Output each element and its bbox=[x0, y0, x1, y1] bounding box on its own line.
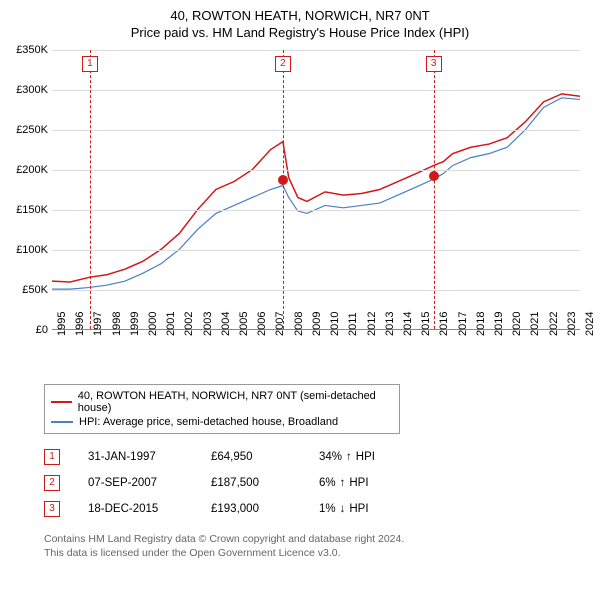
y-axis-label: £0 bbox=[10, 324, 48, 336]
chart-legend: 40, ROWTON HEATH, NORWICH, NR7 0NT (semi… bbox=[44, 384, 400, 434]
legend-label: HPI: Average price, semi-detached house,… bbox=[79, 416, 338, 428]
sale-price: £193,000 bbox=[211, 503, 291, 515]
sale-index-badge: 1 bbox=[44, 449, 60, 465]
legend-swatch bbox=[51, 401, 72, 403]
sale-date: 07-SEP-2007 bbox=[88, 477, 183, 489]
y-axis-label: £100K bbox=[10, 244, 48, 256]
sale-row: 1 31-JAN-1997 £64,950 34%↑HPI bbox=[44, 444, 586, 470]
chart-title-block: 40, ROWTON HEATH, NORWICH, NR7 0NT Price… bbox=[0, 0, 600, 44]
arrow-icon: ↑ bbox=[346, 451, 352, 463]
sale-row: 3 18-DEC-2015 £193,000 1%↓HPI bbox=[44, 496, 586, 522]
series-line bbox=[52, 98, 580, 289]
y-axis-label: £50K bbox=[10, 284, 48, 296]
legend-item: 40, ROWTON HEATH, NORWICH, NR7 0NT (semi… bbox=[51, 389, 393, 415]
y-axis-label: £300K bbox=[10, 84, 48, 96]
sale-price: £187,500 bbox=[211, 477, 291, 489]
sale-index-badge: 3 bbox=[44, 501, 60, 517]
chart-container: £0£50K£100K£150K£200K£250K£300K£350K 123… bbox=[10, 50, 590, 380]
y-axis-label: £200K bbox=[10, 164, 48, 176]
arrow-icon: ↓ bbox=[340, 503, 346, 515]
arrow-icon: ↑ bbox=[340, 477, 346, 489]
sale-marker-line bbox=[434, 50, 435, 329]
sales-table: 1 31-JAN-1997 £64,950 34%↑HPI 2 07-SEP-2007 £1… bbox=[44, 444, 586, 522]
footer-licence: This data is licensed under the Open Gov… bbox=[44, 546, 586, 560]
sale-marker-line bbox=[90, 50, 91, 329]
sale-index-badge: 2 bbox=[44, 475, 60, 491]
sale-marker-badge: 1 bbox=[82, 56, 98, 72]
chart-title-sub: Price paid vs. HM Land Registry's House … bbox=[0, 25, 600, 40]
sale-hpi-delta: 1%↓HPI bbox=[319, 503, 409, 515]
y-axis-label: £250K bbox=[10, 124, 48, 136]
series-line bbox=[52, 94, 580, 282]
attribution-footer: Contains HM Land Registry data © Crown c… bbox=[44, 532, 586, 560]
sale-marker-dot bbox=[278, 175, 288, 185]
sale-hpi-delta: 6%↑HPI bbox=[319, 477, 409, 489]
x-axis-label: 2024 bbox=[584, 312, 600, 336]
sale-date: 18-DEC-2015 bbox=[88, 503, 183, 515]
y-axis-label: £150K bbox=[10, 204, 48, 216]
sale-marker-badge: 3 bbox=[426, 56, 442, 72]
sale-row: 2 07-SEP-2007 £187,500 6%↑HPI bbox=[44, 470, 586, 496]
legend-swatch bbox=[51, 421, 73, 423]
sale-marker-line bbox=[283, 50, 284, 329]
sale-hpi-delta: 34%↑HPI bbox=[319, 451, 409, 463]
sale-price: £64,950 bbox=[211, 451, 291, 463]
legend-item: HPI: Average price, semi-detached house,… bbox=[51, 415, 393, 429]
sale-marker-dot bbox=[429, 171, 439, 181]
plot-area: 1 2 3 bbox=[52, 50, 580, 330]
chart-title-address: 40, ROWTON HEATH, NORWICH, NR7 0NT bbox=[0, 8, 600, 23]
legend-label: 40, ROWTON HEATH, NORWICH, NR7 0NT (semi… bbox=[78, 390, 393, 414]
sale-marker-badge: 2 bbox=[275, 56, 291, 72]
footer-copyright: Contains HM Land Registry data © Crown c… bbox=[44, 532, 586, 546]
sale-date: 31-JAN-1997 bbox=[88, 451, 183, 463]
y-axis-label: £350K bbox=[10, 44, 48, 56]
